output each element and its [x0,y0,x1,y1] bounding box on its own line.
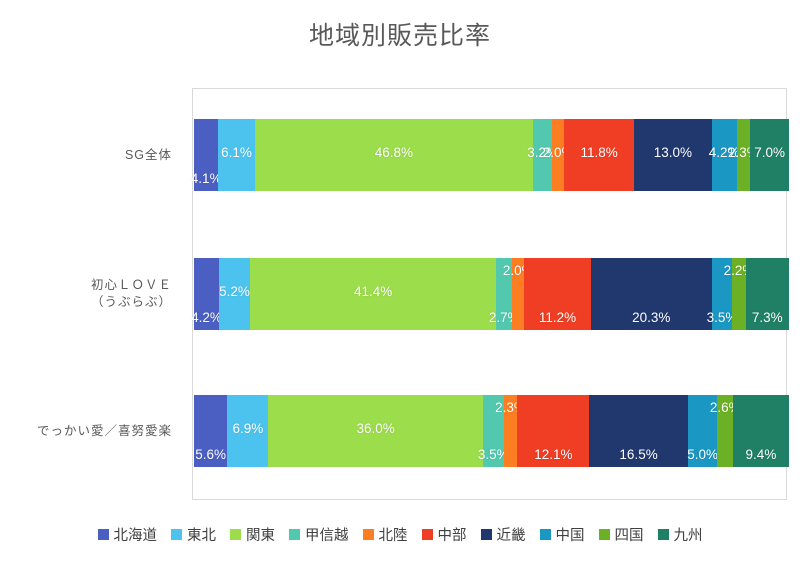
legend-label: 甲信越 [305,528,349,544]
legend-item[interactable]: 北陸 [362,524,408,545]
bar-value-label: 6.1% [221,145,252,160]
bar-segment: 12.1% [517,395,590,467]
bar-value-label: 9.4% [745,447,777,462]
bar-value-label: 3.5% [477,447,509,462]
bar-value-label: 13.0% [653,145,693,160]
bar-value-label: 20.3% [632,310,671,325]
bar-value-label: 5.6% [195,447,227,462]
stacked-bar-0: 4.1% 6.1% 46.8% 3.2% 2.0% 11.8% 13.0% 4.2% 2.3% 7… [191,119,789,191]
bar-value-label: 16.5% [619,447,658,462]
bar-segment: 7.3% [745,258,789,330]
stacked-bar-2: 5.6% 6.9% 36.0% 3.5% 2.3% 12.1% 16.5% 5.0% 2.6% 9… [194,395,789,467]
legend-label: 近畿 [496,528,526,544]
legend-item[interactable]: 近畿 [480,524,526,545]
chart-row-2: でっかい愛／喜努愛楽 5.6% 6.9% 36.0% 3.5% 2.3% 12.1% 16.… [37,363,789,499]
stacked-bar-1: 4.2% 5.2% 41.4% 2.7% 2.0% 11.2% 20.3% 3.5% 2.2% 7… [191,258,789,330]
bar-segment: 2.2% [724,258,754,330]
legend-label: 中部 [437,528,467,544]
legend-item[interactable]: 甲信越 [289,524,349,545]
legend-swatch-icon [539,529,551,540]
bar-segment: 5.2% [218,258,250,330]
chart-title: 地域別販売比率 [308,22,491,50]
legend-item[interactable]: 四国 [598,524,644,545]
legend-item[interactable]: 北海道 [97,524,158,545]
bar-segment: 16.5% [589,395,688,467]
legend-swatch-icon [289,529,300,540]
category-label-0: SG全体 [124,148,172,162]
bar-segment: 2.6% [710,395,741,467]
bar-segment: 6.9% [227,395,269,467]
legend-swatch-icon [230,529,241,540]
legend-swatch-icon [421,529,433,540]
bar-value-label: 4.1% [190,171,222,186]
category-label-2: でっかい愛／喜努愛楽 [36,424,172,438]
bar-segment: 2.0% [543,119,573,191]
legend-label: 中国 [555,528,585,544]
bar-segment: 6.1% [218,119,255,191]
bar-value-label: 7.0% [754,145,785,160]
bar-segment: 7.0% [750,119,789,191]
legend-item[interactable]: 東北 [171,524,216,545]
legend-item[interactable]: 九州 [657,524,703,545]
plot-area: SG全体 4.1% 6.1% 46.8% 3.2% 2.0% 11.8% 13.0% 4.2%… [37,88,789,500]
bar-segment: 13.0% [634,119,712,191]
legend-swatch-icon [97,529,109,540]
legend-label: 四国 [614,528,644,544]
bar-segment: 20.3% [590,258,712,330]
chart-row-1: 初心ＬＯＶＥ （うぶらぶ） 4.2% 5.2% 41.4% 2.7% 2.0% 11.2%… [91,226,789,362]
bar-value-label: 41.4% [353,284,393,299]
bar-value-label: 6.9% [232,421,264,436]
legend-label: 関東 [246,528,275,544]
legend-swatch-icon [171,529,182,540]
legend-swatch-icon [480,529,492,540]
bar-segment: 46.8% [254,119,534,191]
legend-label: 北海道 [113,528,158,544]
legend-swatch-icon [362,529,374,540]
bar-segment: 11.2% [524,258,591,330]
bar-value-label: 12.1% [534,447,573,462]
bar-value-label: 4.2% [191,310,222,325]
bar-segment: 5.0% [687,395,718,467]
legend-item[interactable]: 関東 [230,524,275,545]
bar-value-label: 5.0% [687,447,718,462]
bar-segment: 2.0% [503,258,534,330]
bar-value-label: 11.8% [580,145,618,160]
plot-wrapper: SG全体 4.1% 6.1% 46.8% 3.2% 2.0% 11.8% 13.0% 4.2%… [0,60,800,500]
legend-swatch-icon [598,529,610,540]
bar-value-label: 3.2% [527,145,559,160]
legend-item[interactable]: 中国 [539,524,585,545]
bar-value-label: 46.8% [374,145,414,160]
legend-label: 東北 [187,528,216,544]
bar-segment: 5.6% [194,395,228,467]
legend-label: 九州 [673,528,703,544]
bar-value-label: 3.5% [706,310,738,325]
bar-segment: 2.3% [495,395,526,467]
bar-segment: 3.2% [527,119,558,191]
bar-value-label: 5.2% [219,284,250,299]
chart-legend: 北海道 東北 関東 甲信越 北陸 中部 近畿 中国 四国 九州 [0,524,800,545]
bar-segment: 11.8% [564,119,635,191]
bar-value-label: 4.2% [708,145,740,160]
bar-value-label: 2.6% [709,400,741,415]
bar-segment: 4.2% [708,119,740,191]
chart-row-0: SG全体 4.1% 6.1% 46.8% 3.2% 2.0% 11.8% 13.0% 4.2%… [125,89,789,225]
bar-segment: 3.5% [478,395,509,467]
bar-value-label: 36.0% [356,421,395,436]
bar-segment: 4.2% [191,258,222,330]
bar-segment: 9.4% [732,395,789,467]
bar-segment: 2.3% [728,119,759,191]
legend-swatch-icon [657,529,669,540]
legend-item[interactable]: 中部 [421,524,467,545]
bar-segment: 41.4% [249,258,497,330]
bar-value-label: 7.3% [751,310,783,325]
bar-segment: 4.1% [191,119,222,191]
legend-label: 北陸 [378,528,408,544]
bar-segment: 3.5% [707,258,737,330]
bar-segment: 2.7% [489,258,520,330]
bar-value-label: 2.7% [488,310,520,325]
bar-value-label: 11.2% [538,310,577,325]
category-label-1: 初心ＬＯＶＥ （うぶらぶ） [90,278,172,309]
bar-segment: 36.0% [268,395,483,467]
